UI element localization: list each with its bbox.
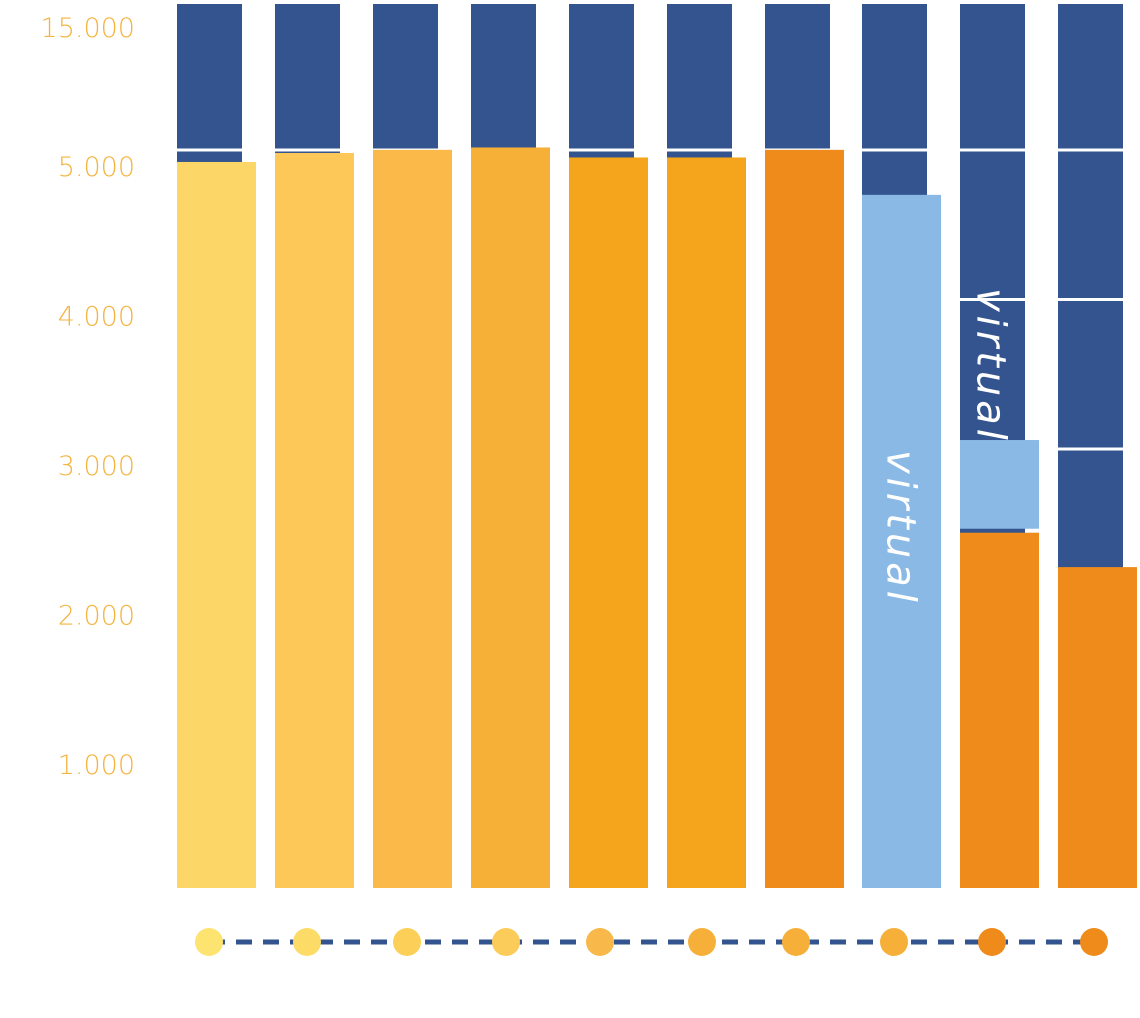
- bars: [177, 147, 1137, 889]
- category-dot: [978, 928, 1006, 956]
- bar: [177, 161, 256, 888]
- category-dot: [688, 928, 716, 956]
- y-tick-label: 3.000: [58, 451, 135, 482]
- y-axis-ticks: 1.000 2.000 3.000 4.000 5.000 15.000: [41, 13, 135, 781]
- y-tick-label: 2.000: [58, 601, 135, 632]
- category-dot: [782, 928, 810, 956]
- y-tick-label: 5.000: [58, 152, 135, 183]
- bar: [569, 157, 648, 889]
- bar-labels: virtual virtual: [878, 288, 1014, 606]
- category-dot: [880, 928, 908, 956]
- bar: [667, 157, 746, 889]
- category-dots: [195, 928, 1108, 956]
- y-tick-label: 1.000: [58, 750, 135, 781]
- bar-stack-segment: [960, 440, 1039, 529]
- bar-label: virtual: [878, 450, 924, 606]
- category-dot: [195, 928, 223, 956]
- category-dot: [393, 928, 421, 956]
- category-dot: [492, 928, 520, 956]
- bar: [765, 149, 844, 889]
- bar: [471, 147, 550, 888]
- bar: [862, 194, 941, 889]
- bar: [960, 532, 1039, 888]
- bar: [275, 152, 354, 889]
- category-dot: [586, 928, 614, 956]
- y-tick-label: 4.000: [58, 302, 135, 333]
- category-dot: [293, 928, 321, 956]
- y-tick-label: 15.000: [41, 13, 135, 44]
- bar: [1058, 567, 1137, 888]
- bar: [373, 149, 452, 889]
- bar-stack-label: virtual: [968, 288, 1014, 444]
- category-dot: [1080, 928, 1108, 956]
